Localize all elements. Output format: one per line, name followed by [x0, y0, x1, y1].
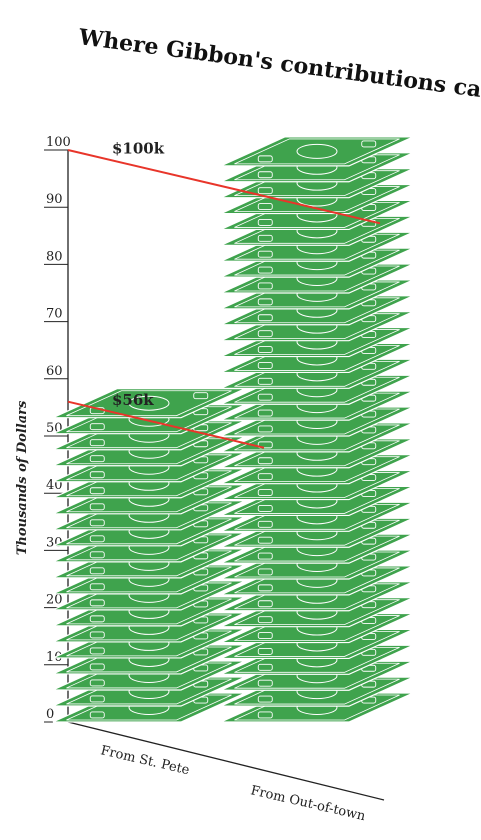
bill-corner-box: [257, 536, 273, 544]
bill-corner-box: [89, 519, 105, 527]
y-tick-label: 20: [46, 593, 63, 608]
bill-corner-box: [257, 361, 273, 369]
bill-corner-box: [257, 457, 273, 465]
bill-corner-box: [89, 487, 105, 495]
bill-corner-box: [89, 567, 105, 575]
category-label: From Out-of-town: [249, 783, 367, 824]
bill-corner-box: [257, 250, 273, 258]
bill-corner-box: [89, 535, 105, 543]
bill-corner-box: [257, 504, 273, 512]
bill-corner-box: [257, 346, 273, 353]
bill-corner-box: [89, 423, 105, 431]
bill-corner-box: [89, 679, 105, 687]
y-tick-label: 70: [46, 307, 63, 322]
y-axis-label: Thousands of Dollars: [15, 400, 30, 555]
bill-corner-box: [257, 647, 273, 655]
reference-annotation: $56k: [112, 391, 154, 409]
bill-corner-box: [257, 632, 273, 639]
bill-corner-box: [257, 171, 273, 179]
bill-corner-box: [257, 203, 273, 210]
bill-corner-box: [257, 266, 273, 274]
bill-corner-box: [257, 282, 273, 290]
bill-corner-box: [257, 234, 273, 242]
bill-corner-box: [89, 663, 105, 671]
bill-corner-box: [257, 187, 273, 195]
bill-corner-box: [257, 695, 273, 703]
reference-lines: $56k $100k: [67, 139, 381, 449]
reference-line: [67, 149, 381, 225]
y-tick-label: 90: [46, 192, 63, 207]
bill-corner-box: [89, 615, 105, 623]
bill-corner-box: [89, 471, 105, 479]
bill-corner-box: [257, 584, 273, 592]
y-tick-label: 0: [46, 707, 54, 722]
bill-corner-box: [89, 583, 105, 591]
y-tick-label: 80: [46, 249, 63, 264]
bill-corner-box: [89, 455, 105, 463]
bill-corner-box: [89, 439, 105, 447]
bill-corner-box: [257, 663, 273, 671]
bill-corner-box: [257, 568, 273, 576]
bill-corner-box: [257, 425, 273, 433]
bill-corner-box: [257, 409, 273, 417]
bill-corner-box: [257, 489, 273, 496]
x-axis-line: [67, 721, 385, 801]
bill-corner-box: [89, 551, 105, 559]
bill-stack-from-out-of-town: [220, 136, 414, 723]
bill-border: [234, 138, 400, 165]
bill-corner-box: [257, 393, 273, 401]
bill-corner-box: [257, 473, 273, 481]
bill-border: [66, 390, 232, 417]
reference-line: [67, 400, 265, 449]
bill-corner-box: [193, 392, 209, 400]
bill-corner-box: [89, 599, 105, 607]
bill-corner-box: [257, 711, 273, 719]
bill-corner-box: [257, 520, 273, 528]
bill-corner-box: [257, 679, 273, 687]
y-tick-label: 60: [46, 364, 63, 379]
bars: [52, 136, 414, 723]
bill-corner-box: [89, 503, 105, 511]
bill-corner-box: [361, 140, 377, 148]
bill-corner-box: [257, 552, 273, 560]
bill-corner-box: [257, 330, 273, 338]
bill-portrait: [296, 143, 338, 159]
bill-corner-box: [257, 155, 273, 163]
bill-stack-from-st-pete: [52, 388, 246, 723]
bill-corner-box: [89, 695, 105, 703]
bill-corner-box: [89, 647, 105, 655]
bill-face: [220, 136, 414, 167]
bill: [220, 136, 414, 167]
bill-corner-box: [89, 711, 105, 719]
bill-portrait: [128, 395, 170, 411]
y-tick-label: 30: [46, 535, 63, 550]
bill-corner-box: [257, 218, 273, 226]
y-tick-label: 100: [46, 135, 71, 150]
chart-title: Where Gibbon's contributions came from:: [76, 24, 481, 117]
bill-corner-box: [257, 441, 273, 449]
reference-annotation: $100k: [112, 139, 165, 157]
bill-corner-box: [257, 616, 273, 624]
bill-corner-box: [257, 377, 273, 385]
bill-corner-box: [257, 298, 273, 306]
bill-corner-box: [89, 631, 105, 639]
bill-corner-box: [257, 600, 273, 608]
bill-corner-box: [257, 314, 273, 322]
